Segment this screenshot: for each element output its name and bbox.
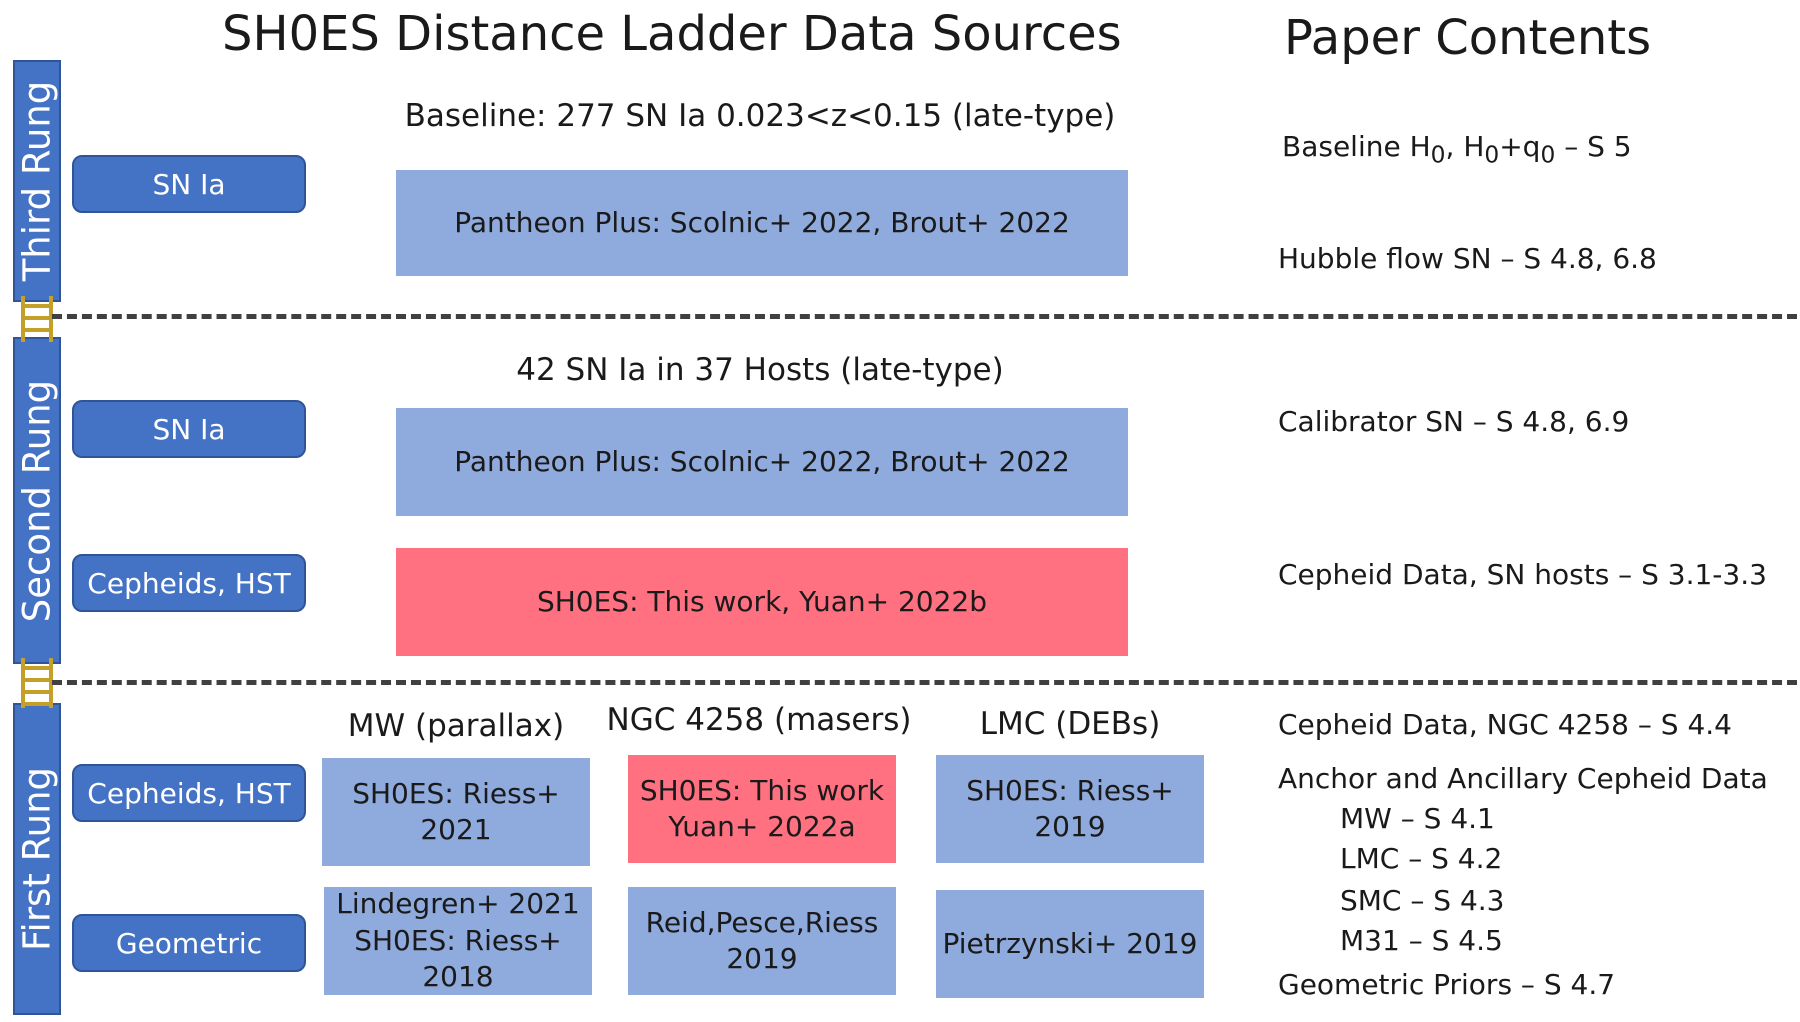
box-lmc-cepheid: SH0ES: Riess+ 2019 — [936, 755, 1204, 863]
pc-baseline-prefix: Baseline H — [1282, 130, 1431, 163]
box-pantheon-third-text: Pantheon Plus: Scolnic+ 2022, Brout+ 202… — [454, 205, 1070, 239]
box-ngc-cepheid: SH0ES: This work Yuan+ 2022a — [628, 755, 896, 863]
box-shoes-this-work-b: SH0ES: This work, Yuan+ 2022b — [396, 548, 1128, 656]
box-mw-geometric-line1: Lindegren+ 2021 — [336, 887, 580, 921]
pc-baseline-mid: , H — [1445, 130, 1485, 163]
separator-second-first — [52, 680, 1797, 685]
second-rung-text: Second Rung — [15, 379, 59, 622]
third-rung-text: Third Rung — [15, 80, 59, 282]
pc-mw: MW – S 4.1 — [1340, 802, 1495, 835]
pc-smc: SMC – S 4.3 — [1340, 884, 1505, 917]
col-header-ngc4258: NGC 4258 (masers) — [606, 702, 912, 738]
first-rung-text: First Rung — [15, 766, 59, 952]
pill-cepheids-second: Cepheids, HST — [72, 554, 306, 612]
pill-cepheids-first: Cepheids, HST — [72, 764, 306, 822]
third-rung-header: Baseline: 277 SN Ia 0.023<z<0.15 (late-t… — [404, 98, 1116, 134]
second-rung-label: Second Rung — [13, 337, 61, 664]
pc-geometric: Geometric Priors – S 4.7 — [1278, 968, 1616, 1001]
third-rung-label: Third Rung — [13, 60, 61, 302]
pc-anchor: Anchor and Ancillary Cepheid Data — [1278, 762, 1768, 795]
pc-cepheid-ngc: Cepheid Data, NGC 4258 – S 4.4 — [1278, 708, 1732, 741]
pc-baseline-suffix: – S 5 — [1555, 130, 1632, 163]
pill-geometric: Geometric — [72, 914, 306, 972]
box-shoes-this-work-b-text: SH0ES: This work, Yuan+ 2022b — [536, 584, 988, 618]
box-pantheon-second-text: Pantheon Plus: Scolnic+ 2022, Brout+ 202… — [454, 444, 1070, 478]
box-mw-cepheid-text: SH0ES: Riess+ 2021 — [352, 776, 560, 846]
pill-sn-ia-second: SN Ia — [72, 400, 306, 458]
box-mw-geometric: Lindegren+ 2021 SH0ES: Riess+ 2018 — [324, 887, 592, 995]
box-ngc-geometric-line2: 2019 — [726, 942, 798, 975]
box-pantheon-second: Pantheon Plus: Scolnic+ 2022, Brout+ 202… — [396, 408, 1128, 516]
pc-calibrator: Calibrator SN – S 4.8, 6.9 — [1278, 405, 1630, 438]
box-ngc-cepheid-line1: SH0ES: This work — [639, 773, 885, 807]
pc-m31: M31 – S 4.5 — [1340, 924, 1503, 957]
pc-baseline-sub2: 0 — [1484, 140, 1500, 169]
box-ngc-cepheid-line2: Yuan+ 2022a — [668, 810, 856, 843]
box-pantheon-third: Pantheon Plus: Scolnic+ 2022, Brout+ 202… — [396, 170, 1128, 276]
pill-sn-ia-third: SN Ia — [72, 155, 306, 213]
second-rung-header: 42 SN Ia in 37 Hosts (late-type) — [516, 352, 1004, 388]
pc-baseline-sub3: 0 — [1540, 140, 1556, 169]
pc-baseline-sub1: 0 — [1430, 140, 1446, 169]
col-header-lmc: LMC (DEBs) — [979, 706, 1161, 742]
diagram-title: SH0ES Distance Ladder Data Sources — [222, 6, 1122, 62]
box-lmc-geometric-text: Pietrzynski+ 2019 — [942, 926, 1198, 960]
box-lmc-geometric: Pietrzynski+ 2019 — [936, 890, 1204, 998]
separator-third-second — [52, 314, 1797, 319]
pc-baseline: Baseline H0, H0+q0 – S 5 — [1282, 130, 1632, 169]
pc-baseline-plus: +q — [1499, 130, 1541, 163]
box-mw-cepheid: SH0ES: Riess+ 2021 — [322, 758, 590, 866]
pc-hubble-flow: Hubble flow SN – S 4.8, 6.8 — [1278, 242, 1657, 275]
pc-lmc: LMC – S 4.2 — [1340, 842, 1503, 875]
ladder-icon-upper — [19, 296, 55, 342]
first-rung-label: First Rung — [13, 703, 61, 1015]
box-mw-geometric-line2: SH0ES: Riess+ 2018 — [354, 923, 562, 994]
box-ngc-geometric: Reid,Pesce,Riess 2019 — [628, 887, 896, 995]
pc-cepheid-hosts: Cepheid Data, SN hosts – S 3.1-3.3 — [1278, 558, 1767, 591]
ladder-icon-lower — [19, 658, 55, 708]
col-header-mw: MW (parallax) — [347, 708, 565, 744]
paper-contents-title: Paper Contents — [1284, 10, 1652, 66]
box-lmc-cepheid-text: SH0ES: Riess+ 2019 — [966, 773, 1174, 843]
box-ngc-geometric-line1: Reid,Pesce,Riess — [645, 905, 879, 939]
